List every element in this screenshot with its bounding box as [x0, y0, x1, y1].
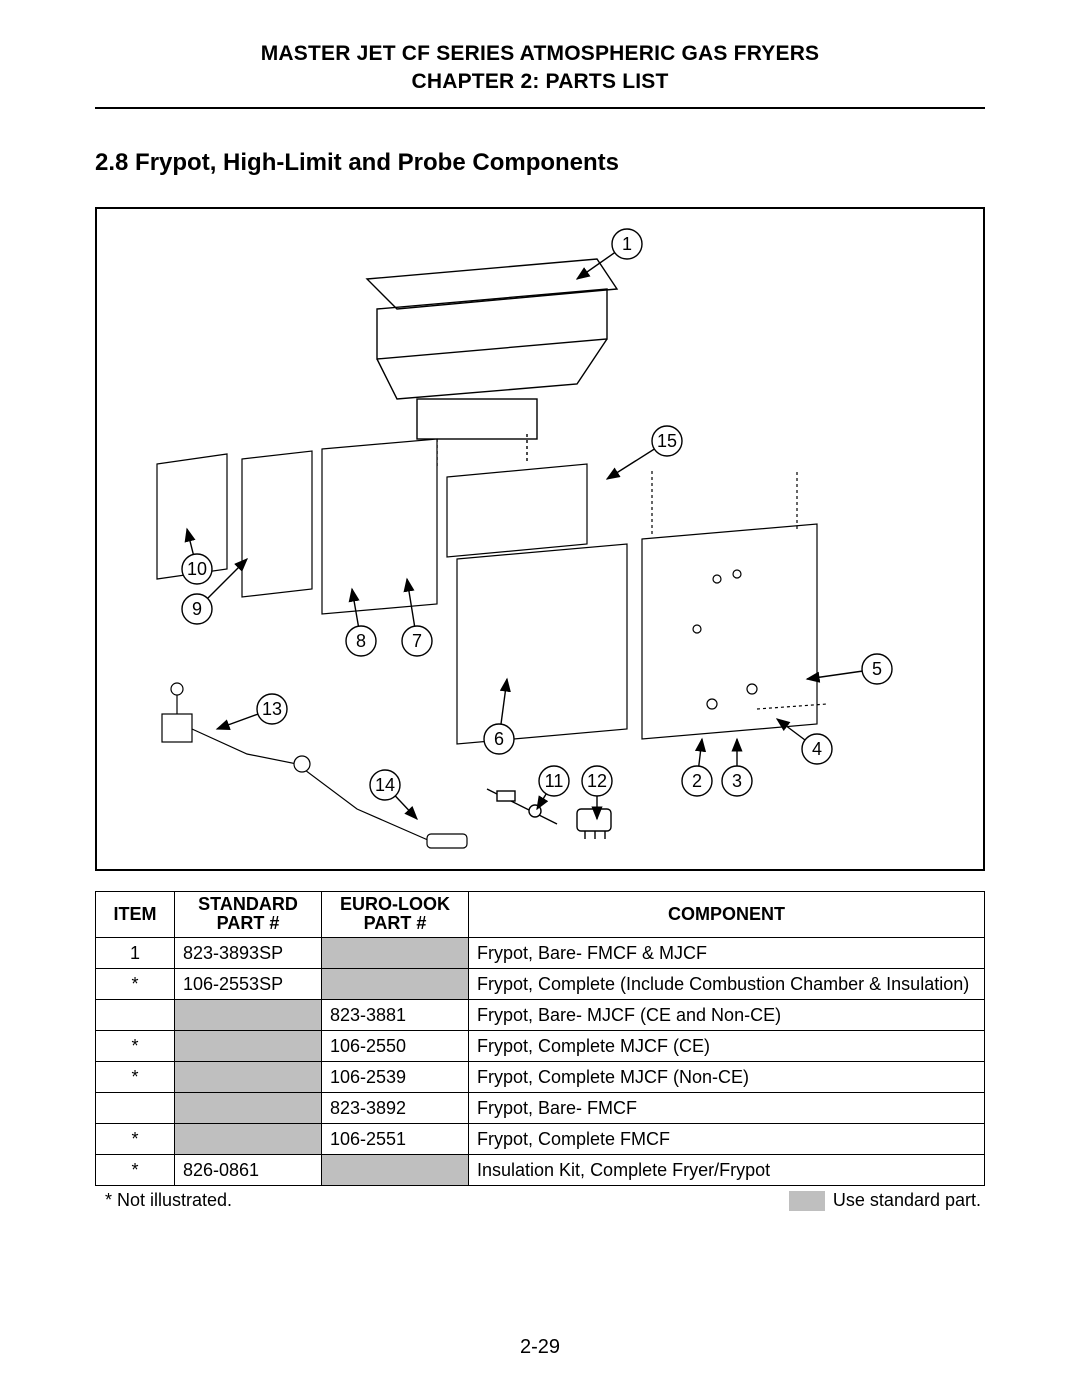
col-euro-l2: PART # — [364, 913, 427, 933]
parts-table: ITEM STANDARD PART # EURO-LOOK PART # CO… — [95, 891, 985, 1187]
cell-standard — [175, 1000, 322, 1031]
table-row: *826-0861 Insulation Kit, Complete Fryer/… — [96, 1155, 985, 1186]
callout-number: 7 — [412, 631, 422, 651]
callout-number: 2 — [692, 771, 702, 791]
footnote-row: * Not illustrated. Use standard part. — [95, 1190, 985, 1211]
callout-number: 11 — [545, 771, 564, 791]
cell-item: 1 — [96, 938, 175, 969]
cell-component: Frypot, Complete MJCF (CE) — [469, 1031, 985, 1062]
page-header: MASTER JET CF SERIES ATMOSPHERIC GAS FRY… — [95, 40, 985, 97]
callout-number: 4 — [812, 739, 822, 759]
cell-component: Frypot, Bare- FMCF & MJCF — [469, 938, 985, 969]
cell-standard — [175, 1124, 322, 1155]
col-euro-l1: EURO-LOOK — [340, 894, 450, 914]
page-number: 2-29 — [0, 1336, 1080, 1359]
col-item: ITEM — [96, 891, 175, 938]
callout-number: 12 — [587, 771, 607, 791]
cell-standard — [175, 1031, 322, 1062]
callout-number: 10 — [187, 559, 207, 579]
callout-number: 14 — [375, 775, 395, 795]
cell-standard — [175, 1093, 322, 1124]
diagram-svg: 1 15 10 9 8 7 5 13 6 4 14 11 12 2 3 — [97, 209, 983, 869]
table-row: *106-2553SP Frypot, Complete (Include Com… — [96, 969, 985, 1000]
panels-icon — [157, 439, 827, 744]
table-row: 823-3881Frypot, Bare- MJCF (CE and Non-C… — [96, 1000, 985, 1031]
cell-item: * — [96, 1155, 175, 1186]
callout-number: 9 — [192, 599, 202, 619]
cell-euro — [322, 938, 469, 969]
cell-euro: 823-3892 — [322, 1093, 469, 1124]
table-row: 1823-3893SP Frypot, Bare- FMCF & MJCF — [96, 938, 985, 969]
col-standard-l2: PART # — [217, 913, 280, 933]
cell-component: Frypot, Complete MJCF (Non-CE) — [469, 1062, 985, 1093]
cell-euro: 106-2551 — [322, 1124, 469, 1155]
table-row: * 106-2539Frypot, Complete MJCF (Non-CE) — [96, 1062, 985, 1093]
table-row: 823-3892Frypot, Bare- FMCF — [96, 1093, 985, 1124]
sleeve-icon — [577, 809, 611, 839]
cell-component: Insulation Kit, Complete Fryer/Frypot — [469, 1155, 985, 1186]
footnote-right-text: Use standard part. — [833, 1190, 981, 1211]
cell-euro — [322, 1155, 469, 1186]
header-line2: CHAPTER 2: PARTS LIST — [95, 68, 985, 96]
col-component: COMPONENT — [469, 891, 985, 938]
cell-euro: 106-2550 — [322, 1031, 469, 1062]
col-standard-l1: STANDARD — [198, 894, 298, 914]
callout-number: 6 — [494, 729, 504, 749]
cell-component: Frypot, Bare- MJCF (CE and Non-CE) — [469, 1000, 985, 1031]
cell-standard — [175, 1062, 322, 1093]
cell-standard: 106-2553SP — [175, 969, 322, 1000]
footnote-right: Use standard part. — [789, 1190, 981, 1211]
cell-standard: 826-0861 — [175, 1155, 322, 1186]
cell-standard: 823-3893SP — [175, 938, 322, 969]
cell-component: Frypot, Complete FMCF — [469, 1124, 985, 1155]
callout-number: 5 — [872, 659, 882, 679]
cell-euro — [322, 969, 469, 1000]
frypot-icon — [367, 259, 617, 469]
cell-item: * — [96, 1124, 175, 1155]
cell-euro: 106-2539 — [322, 1062, 469, 1093]
callout-number: 8 — [356, 631, 366, 651]
shaded-swatch — [789, 1191, 825, 1211]
header-line1: MASTER JET CF SERIES ATMOSPHERIC GAS FRY… — [95, 40, 985, 68]
table-header-row: ITEM STANDARD PART # EURO-LOOK PART # CO… — [96, 891, 985, 938]
callout-number: 13 — [262, 699, 282, 719]
cell-component: Frypot, Bare- FMCF — [469, 1093, 985, 1124]
valve-assembly-icon — [162, 683, 467, 848]
cell-item: * — [96, 1062, 175, 1093]
header-rule — [95, 107, 985, 109]
col-euro: EURO-LOOK PART # — [322, 891, 469, 938]
cell-item — [96, 1000, 175, 1031]
table-row: * 106-2551Frypot, Complete FMCF — [96, 1124, 985, 1155]
cell-item: * — [96, 1031, 175, 1062]
cell-component: Frypot, Complete (Include Combustion Cha… — [469, 969, 985, 1000]
callout-number: 15 — [657, 431, 677, 451]
table-row: * 106-2550Frypot, Complete MJCF (CE) — [96, 1031, 985, 1062]
cell-item — [96, 1093, 175, 1124]
section-title: 2.8 Frypot, High-Limit and Probe Compone… — [95, 149, 985, 177]
cell-item: * — [96, 969, 175, 1000]
callout-number: 1 — [622, 234, 632, 254]
callout-number: 3 — [732, 771, 742, 791]
exploded-diagram: 1 15 10 9 8 7 5 13 6 4 14 11 12 2 3 — [95, 207, 985, 871]
cell-euro: 823-3881 — [322, 1000, 469, 1031]
parts-table-wrap: ITEM STANDARD PART # EURO-LOOK PART # CO… — [95, 891, 985, 1212]
footnote-left: * Not illustrated. — [105, 1190, 232, 1211]
col-standard: STANDARD PART # — [175, 891, 322, 938]
